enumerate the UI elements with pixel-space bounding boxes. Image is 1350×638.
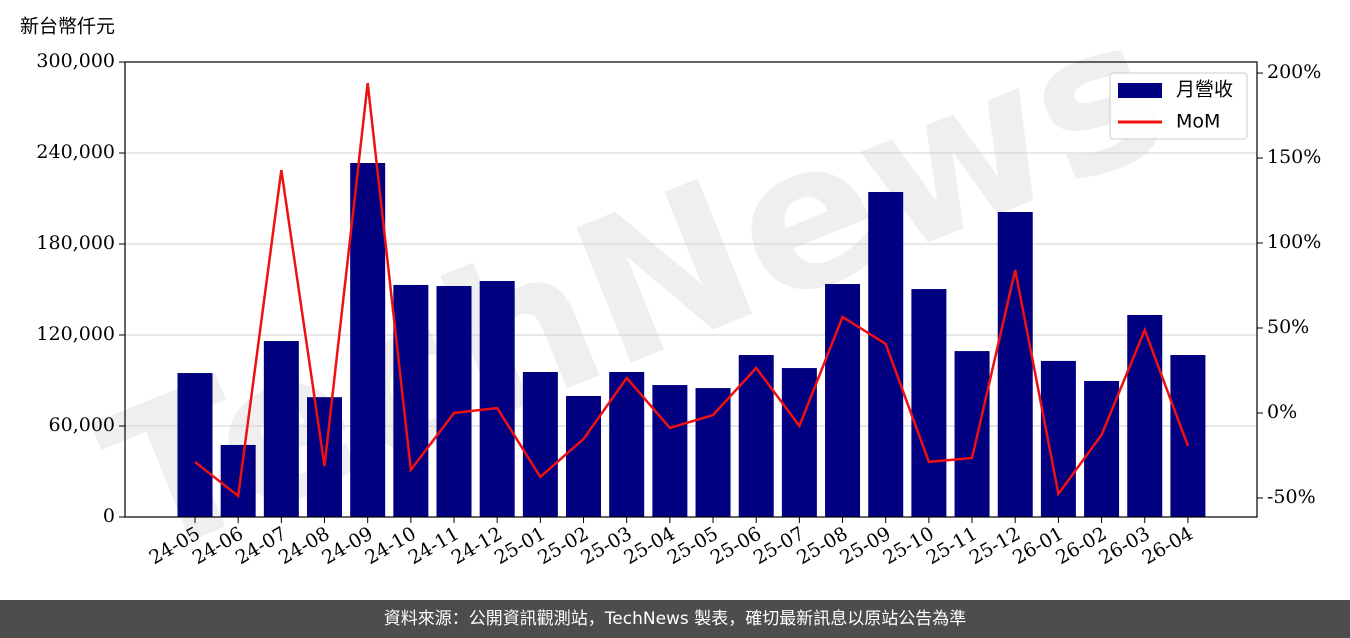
legend-label: MoM xyxy=(1176,111,1220,133)
legend-label: 月營收 xyxy=(1176,79,1233,101)
bar xyxy=(695,388,731,517)
bar xyxy=(436,286,472,517)
y2-tick-label: 100% xyxy=(1267,231,1321,253)
bar xyxy=(393,284,429,517)
bar xyxy=(566,395,602,517)
y2-tick-label: -50% xyxy=(1267,486,1316,508)
bar xyxy=(911,289,947,517)
y-tick-label: 180,000 xyxy=(36,232,115,254)
y-tick-label: 60,000 xyxy=(49,414,115,436)
y-axis-label: 新台幣仟元 xyxy=(20,16,115,38)
bar xyxy=(350,163,386,517)
y2-tick-label: 0% xyxy=(1267,401,1297,423)
y2-tick-label: 150% xyxy=(1267,146,1321,168)
y-tick-label: 240,000 xyxy=(36,141,115,163)
y2-tick-label: 50% xyxy=(1267,316,1309,338)
bar xyxy=(1127,314,1163,517)
bar xyxy=(522,372,558,517)
line xyxy=(194,82,1190,499)
bar xyxy=(954,351,990,517)
bar xyxy=(781,368,817,517)
y-tick-label: 300,000 xyxy=(36,50,115,72)
chart: 新台幣仟元 TechNews060,000120,000180,000240,0… xyxy=(20,0,1321,600)
bar xyxy=(220,444,256,517)
plot-frame xyxy=(124,61,1258,518)
bar xyxy=(177,373,213,517)
bar xyxy=(1170,355,1206,517)
legend-swatch xyxy=(1118,83,1162,98)
y-tick-label: 0 xyxy=(103,505,115,527)
bar xyxy=(263,341,299,517)
bar xyxy=(997,211,1033,517)
bar xyxy=(1084,380,1120,517)
x-tick-label: 26-04 xyxy=(1138,523,1196,569)
bar xyxy=(868,191,904,517)
footer: 資料來源：公開資訊觀測站，TechNews 製表，確切最新訊息以原站公告為準 xyxy=(0,600,1350,638)
y2-tick-label: 200% xyxy=(1267,61,1321,83)
bar xyxy=(652,385,688,517)
bar xyxy=(479,281,515,517)
y-tick-label: 120,000 xyxy=(36,323,115,345)
bar xyxy=(738,355,774,517)
